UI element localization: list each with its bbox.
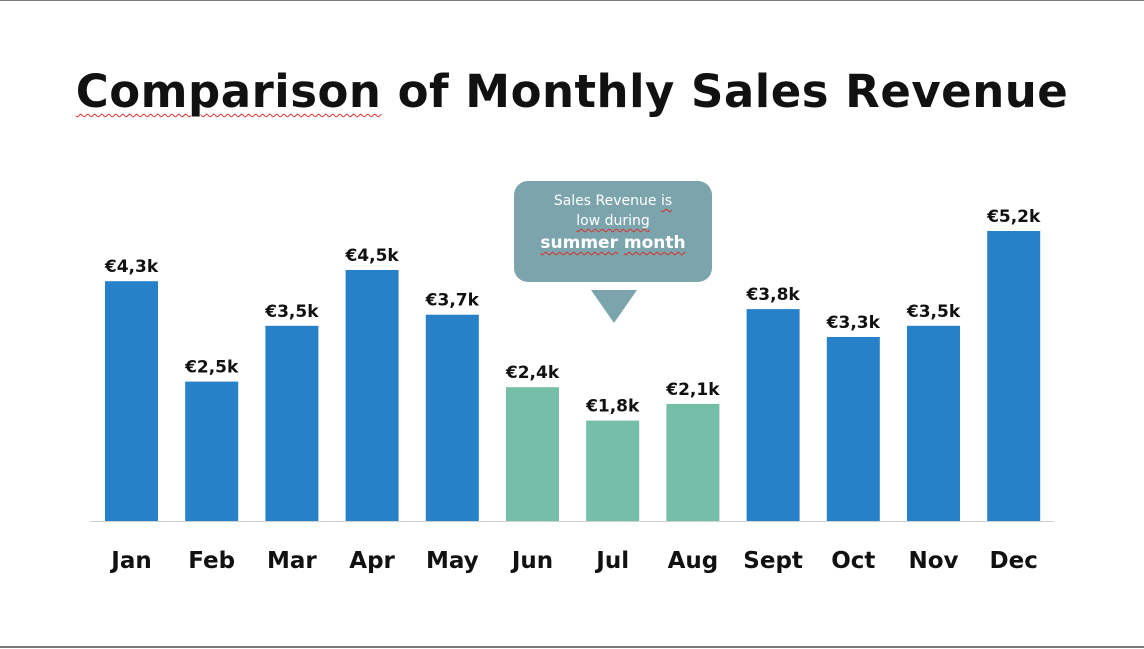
- x-tick-label-jan: Jan: [109, 548, 151, 574]
- x-tick-label-dec: Dec: [990, 548, 1038, 574]
- data-label-may: €3,7k: [425, 291, 480, 311]
- x-tick-label-mar: Mar: [267, 548, 317, 574]
- x-tick-label-sept: Sept: [743, 548, 803, 574]
- data-label-mar: €3,5k: [264, 302, 319, 322]
- bar-dec: [987, 231, 1041, 521]
- bar-mar: [265, 325, 319, 521]
- x-tick-label-oct: Oct: [831, 548, 875, 574]
- data-label-dec: €5,2k: [986, 207, 1041, 227]
- bar-sept: [746, 309, 800, 521]
- x-tick-label-jul: Jul: [594, 548, 629, 574]
- title-rest: of Monthly Sales Revenue: [381, 65, 1069, 118]
- data-label-jul: €1,8k: [585, 397, 640, 417]
- bar-feb: [185, 381, 239, 521]
- title-word-comparison: Comparison: [75, 65, 382, 118]
- data-label-apr: €4,5k: [344, 246, 399, 266]
- callout-pointer: [591, 290, 637, 323]
- callout-line-3: summer month: [514, 233, 712, 253]
- chart-title: Comparison of Monthly Sales Revenue: [0, 65, 1144, 118]
- x-tick-label-nov: Nov: [908, 548, 958, 574]
- callout-line-2: low during: [514, 213, 712, 229]
- bar-apr: [345, 270, 399, 521]
- x-tick-label-feb: Feb: [188, 548, 235, 574]
- callout-text-sales-revenue: Sales Revenue: [553, 193, 661, 209]
- data-label-nov: €3,5k: [906, 302, 961, 322]
- callout-line-1: Sales Revenue is: [514, 193, 712, 209]
- x-tick-label-apr: Apr: [349, 548, 395, 574]
- summer-callout: Sales Revenue is low during summer month: [514, 181, 712, 282]
- callout-text-is: is: [660, 193, 673, 209]
- bar-nov: [907, 325, 960, 521]
- x-tick-label-aug: Aug: [668, 548, 719, 574]
- data-label-jun: €2,4k: [505, 363, 560, 383]
- callout-text-month: month: [623, 233, 686, 253]
- bar-may: [425, 314, 479, 521]
- x-tick-label-may: May: [426, 548, 479, 574]
- data-label-feb: €2,5k: [184, 358, 239, 378]
- data-label-aug: €2,1k: [665, 380, 720, 400]
- data-label-jan: €4,3k: [104, 257, 159, 277]
- bar-oct: [826, 337, 880, 521]
- bar-jul: [586, 420, 640, 521]
- callout-text-summer: summer: [540, 233, 618, 253]
- bar-aug: [666, 403, 720, 521]
- data-label-oct: €3,3k: [826, 313, 881, 333]
- bar-jan: [105, 281, 158, 521]
- callout-text-low-during: low during: [576, 213, 650, 229]
- x-tick-label-jun: Jun: [510, 548, 553, 574]
- data-label-sept: €3,8k: [745, 285, 800, 305]
- bar-jun: [506, 387, 559, 521]
